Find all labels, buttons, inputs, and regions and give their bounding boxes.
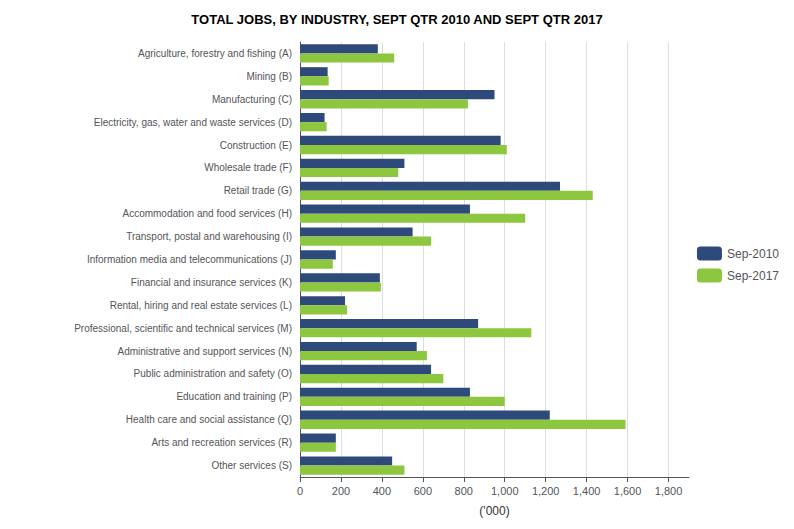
svg-text:Education and training (P): Education and training (P) bbox=[176, 391, 292, 402]
svg-text:Information media and telecomm: Information media and telecommunications… bbox=[87, 254, 292, 265]
svg-text:0: 0 bbox=[297, 485, 303, 497]
svg-text:Manufacturing (C): Manufacturing (C) bbox=[212, 94, 292, 105]
svg-text:Financial and insurance servic: Financial and insurance services (K) bbox=[131, 277, 292, 288]
svg-text:Administrative and support ser: Administrative and support services (N) bbox=[117, 346, 292, 357]
svg-text:Wholesale trade (F): Wholesale trade (F) bbox=[204, 162, 292, 173]
svg-text:Sep-2017: Sep-2017 bbox=[727, 269, 779, 283]
svg-text:600: 600 bbox=[414, 485, 432, 497]
svg-text:Agriculture, forestry and fish: Agriculture, forestry and fishing (A) bbox=[138, 48, 292, 59]
svg-text:1,800: 1,800 bbox=[655, 485, 683, 497]
svg-text:Public administration and safe: Public administration and safety (O) bbox=[134, 368, 292, 379]
svg-text:400: 400 bbox=[373, 485, 391, 497]
svg-text:Construction (E): Construction (E) bbox=[220, 140, 292, 151]
svg-text:Health care and social assista: Health care and social assistance (Q) bbox=[126, 414, 292, 425]
svg-text:1,600: 1,600 bbox=[614, 485, 642, 497]
svg-text:200: 200 bbox=[332, 485, 350, 497]
svg-text:Arts and recreation services (: Arts and recreation services (R) bbox=[151, 437, 292, 448]
svg-text:Electricity, gas, water and wa: Electricity, gas, water and waste servic… bbox=[94, 117, 292, 128]
svg-text:('000): ('000) bbox=[479, 504, 509, 518]
svg-text:1,400: 1,400 bbox=[573, 485, 601, 497]
svg-text:Transport, postal and warehous: Transport, postal and warehousing (I) bbox=[126, 231, 292, 242]
svg-text:Mining (B): Mining (B) bbox=[246, 71, 292, 82]
svg-text:Other services (S): Other services (S) bbox=[211, 460, 292, 471]
svg-text:1,000: 1,000 bbox=[491, 485, 519, 497]
svg-text:TOTAL JOBS, BY INDUSTRY, SEPT: TOTAL JOBS, BY INDUSTRY, SEPT QTR 2010 A… bbox=[191, 12, 602, 27]
svg-text:Accommodation and food service: Accommodation and food services (H) bbox=[122, 208, 292, 219]
svg-text:Retail trade (G): Retail trade (G) bbox=[224, 185, 292, 196]
svg-text:Sep-2010: Sep-2010 bbox=[727, 247, 779, 261]
svg-text:Rental, hiring and real estate: Rental, hiring and real estate services … bbox=[110, 300, 292, 311]
svg-text:Professional, scientific and t: Professional, scientific and technical s… bbox=[74, 323, 292, 334]
svg-text:800: 800 bbox=[455, 485, 473, 497]
svg-text:1,200: 1,200 bbox=[532, 485, 560, 497]
